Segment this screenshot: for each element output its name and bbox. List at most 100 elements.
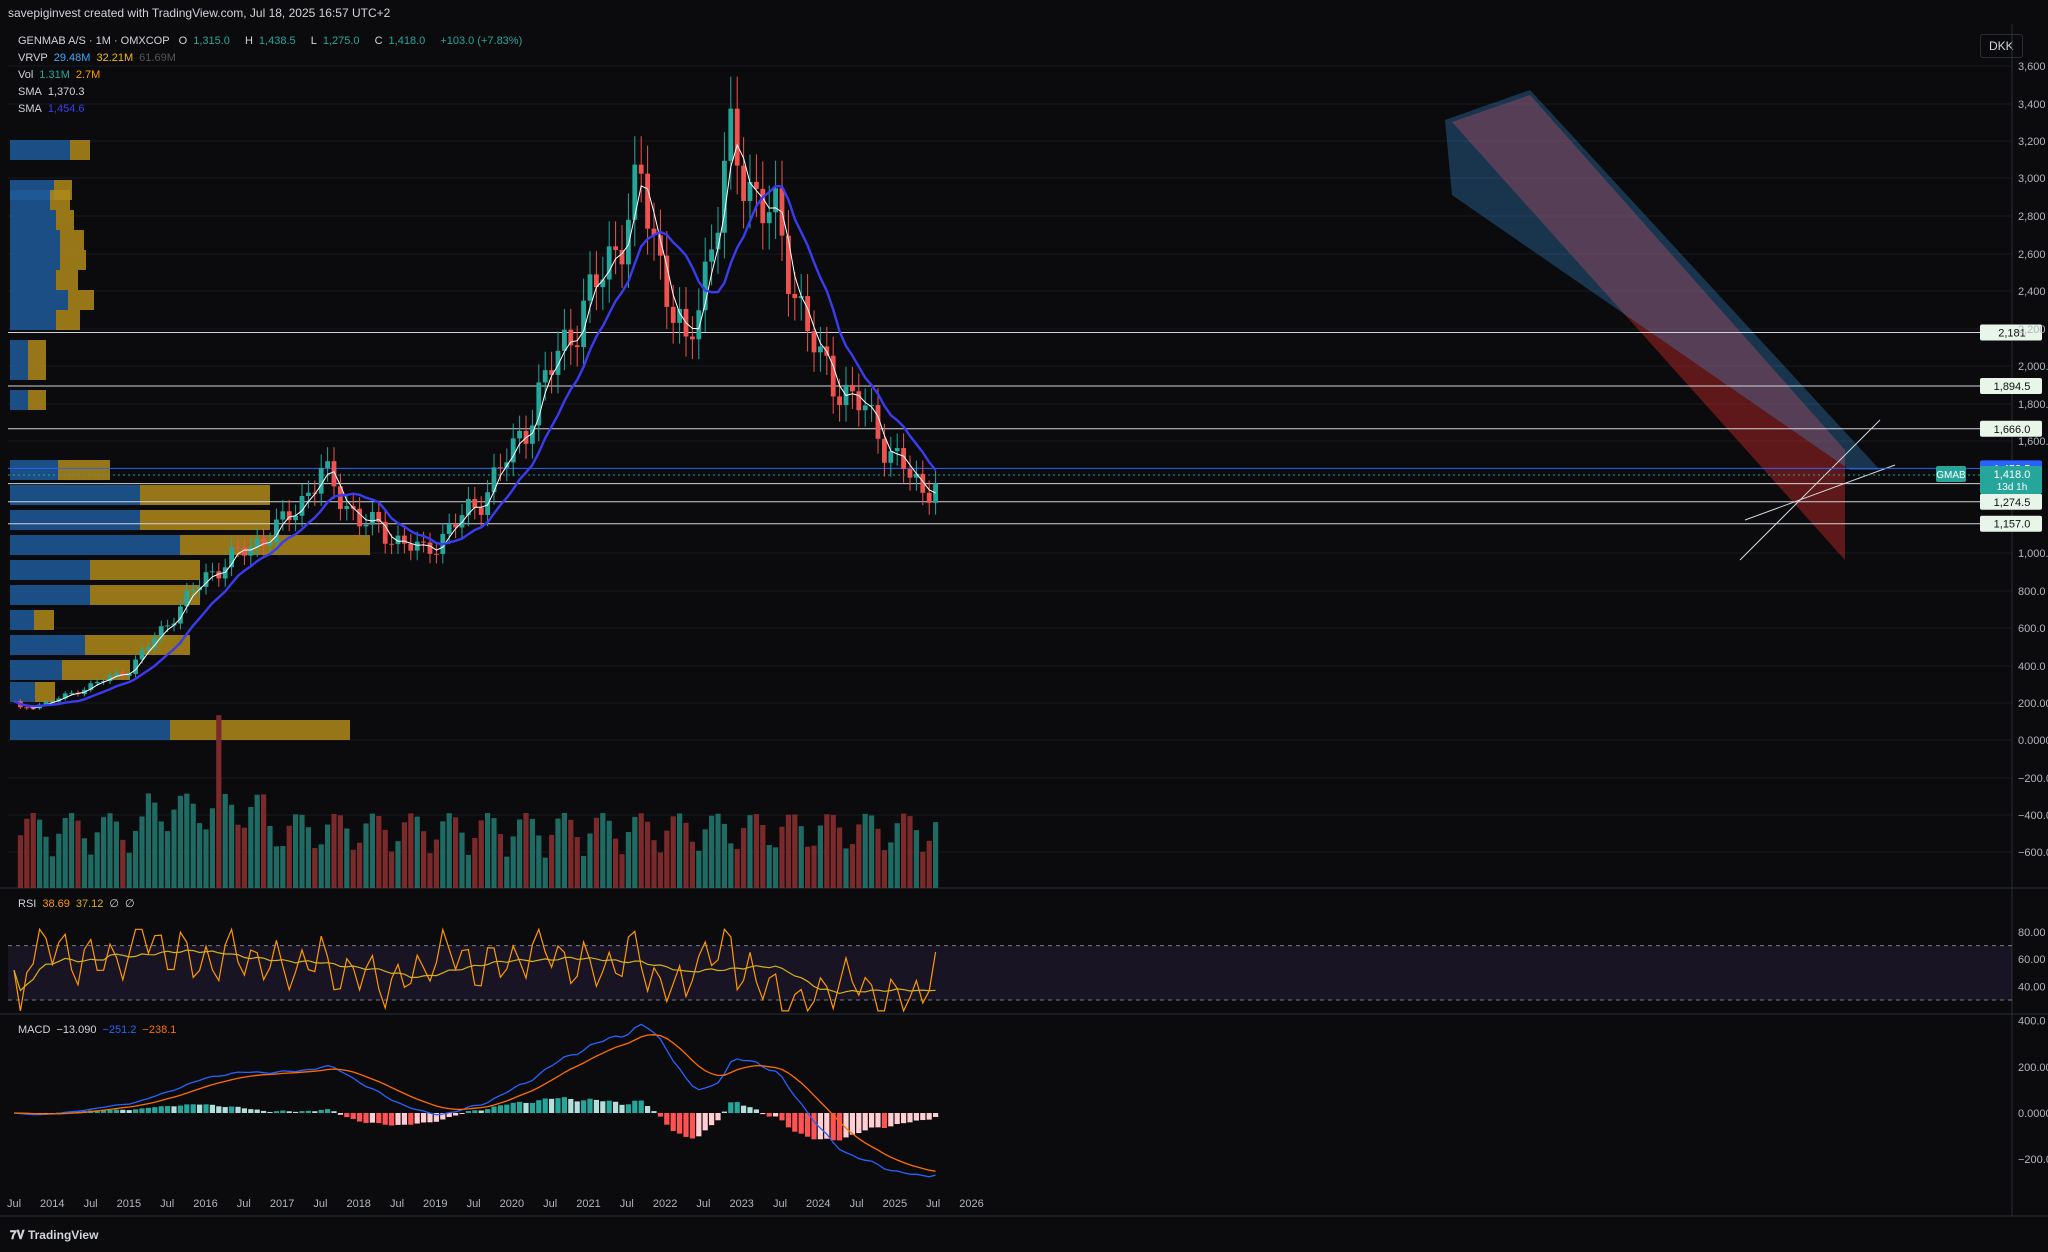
volume-bar [753, 814, 759, 888]
macd-legend[interactable]: MACD −13.090 −251.2 −238.1 [18, 1024, 177, 1036]
tradingview-logo[interactable]: 𝟕𝐕 TradingView [10, 1228, 99, 1242]
candle-body [376, 511, 382, 522]
volume-profile-bar [58, 460, 110, 480]
macd-histogram-bar [401, 1113, 407, 1125]
macd-histogram-bar [145, 1107, 151, 1113]
sma-slow-legend[interactable]: SMA 1,454.6 [18, 103, 85, 115]
volume-bar [837, 827, 843, 888]
volume-profile-bar [10, 340, 28, 360]
candle-body [427, 542, 433, 554]
volume-bar [581, 855, 587, 888]
volume-bar [165, 831, 171, 888]
horizontal-levels[interactable]: 2,1811,894.51,666.01,453.51,371.51,274.5… [8, 324, 2042, 532]
channel-lower-fill [1452, 95, 1845, 560]
volume-profile-bar [28, 360, 46, 380]
volume-profile-bar [10, 140, 70, 160]
volume-bar [734, 849, 740, 888]
macd-histogram-bar [267, 1111, 273, 1113]
macd-histogram-bar [312, 1111, 318, 1113]
chart-attribution: savepiginvest created with TradingView.c… [8, 6, 391, 20]
volume-profile-bar [180, 535, 370, 555]
volume-profile-bar [10, 230, 60, 250]
volume-bar [133, 830, 139, 888]
current-price-box [1980, 465, 2042, 494]
vrvp-legend[interactable]: VRVP 29.48M 32.21M 61.69M [18, 52, 176, 64]
volume-bar [670, 816, 676, 888]
volume-profile-bar [34, 610, 54, 630]
macd-histogram-bar [593, 1099, 599, 1113]
macd-histogram-bar [549, 1098, 555, 1113]
candle-body [587, 274, 593, 301]
candle-body [146, 647, 151, 651]
rsi-line [13, 927, 937, 1013]
level-label-box [1980, 420, 2042, 437]
candle-body [88, 683, 94, 690]
volume-bar [459, 832, 465, 888]
macd-histogram-bar [856, 1113, 862, 1134]
price-tick-label: 800.0 [2018, 586, 2046, 598]
macd-histogram-bar [760, 1113, 766, 1115]
macd-histogram-bar [254, 1109, 260, 1113]
volume-profile-bar [10, 290, 68, 310]
close-value: C 1,418.0 [374, 35, 426, 47]
candle-body [248, 547, 254, 556]
volume-legend[interactable]: Vol 1.31M 2.7M [18, 69, 101, 81]
candle-body [696, 310, 702, 340]
volume-bar [30, 813, 36, 888]
macd-histogram-bar [805, 1113, 811, 1137]
candle-body [594, 274, 599, 288]
candle-body [715, 232, 721, 250]
candle-body [242, 547, 247, 556]
macd-histogram-bar [184, 1104, 190, 1113]
volume-bar [849, 844, 855, 888]
candle-body [850, 384, 855, 392]
macd-histogram-bar [113, 1109, 119, 1113]
volume-bar [171, 809, 177, 888]
candle-body [165, 625, 170, 627]
rsi-legend[interactable]: RSI 38.69 37.12 ∅ ∅ [18, 898, 135, 910]
macd-histogram-bar [273, 1111, 279, 1113]
volume-bar [843, 848, 849, 888]
macd-histogram-bar [305, 1110, 311, 1113]
macd-histogram-bar [555, 1098, 561, 1113]
candle-body [581, 300, 586, 348]
volume-bar [920, 851, 926, 888]
volume-profile-bar [10, 585, 90, 605]
tradingview-logo-icon: 𝟕𝐕 [10, 1228, 28, 1242]
candle-body [555, 350, 561, 375]
volume-bar [574, 837, 580, 888]
volume-bar [907, 816, 913, 888]
macd-histogram-bar [638, 1100, 644, 1113]
volume-bar [88, 854, 94, 888]
candle-body [651, 228, 657, 236]
volume-profile-bar [10, 210, 56, 230]
macd-histogram-bar [248, 1109, 254, 1113]
candle-body [254, 538, 260, 548]
candle-body [619, 249, 625, 265]
candle-body [485, 492, 490, 515]
sma-fast-legend[interactable]: SMA 1,370.3 [18, 86, 85, 98]
volume-bar [453, 817, 459, 888]
macd-histogram-bar [625, 1104, 631, 1113]
price-tick-label: 3,600 [2018, 61, 2046, 73]
macd-histogram-bar [421, 1113, 427, 1123]
time-tick-label: 2014 [40, 1198, 64, 1210]
candle-body [286, 511, 292, 521]
volume-bar [177, 795, 183, 888]
candle-body [293, 515, 298, 521]
volume-bar [267, 825, 273, 888]
volume-bar [536, 835, 542, 888]
macd-histogram-bar [619, 1104, 625, 1113]
macd-histogram-bar [613, 1101, 619, 1113]
volume-bar [81, 838, 87, 888]
macd-histogram-bar [766, 1113, 772, 1117]
macd-tick-label: 200.00 [2018, 1062, 2048, 1074]
level-label: 1,274.5 [1994, 497, 2031, 509]
volume-bar [190, 803, 196, 888]
macd-histogram-bar [715, 1113, 721, 1121]
volume-bar [56, 833, 62, 888]
volume-bar [606, 820, 612, 888]
currency-badge[interactable]: DKK [1980, 34, 2023, 58]
volume-profile-bar [10, 270, 56, 290]
